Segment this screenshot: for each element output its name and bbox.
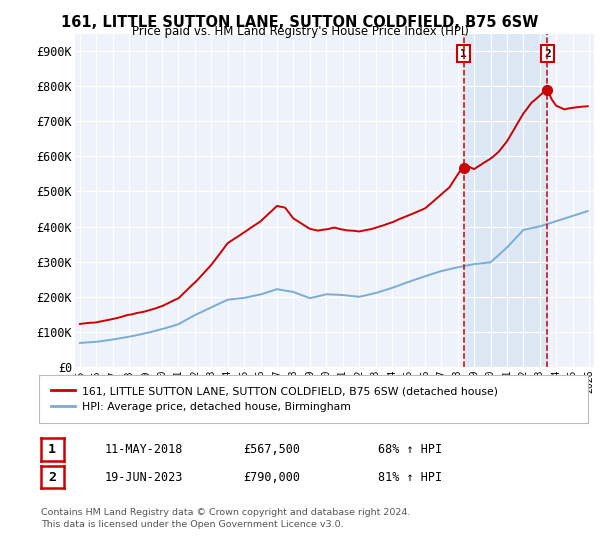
Text: 1: 1 <box>460 49 467 59</box>
Text: 2: 2 <box>544 49 551 59</box>
Text: Price paid vs. HM Land Registry's House Price Index (HPI): Price paid vs. HM Land Registry's House … <box>131 25 469 38</box>
Text: 2: 2 <box>48 470 56 484</box>
Text: Contains HM Land Registry data © Crown copyright and database right 2024.
This d: Contains HM Land Registry data © Crown c… <box>41 508 410 529</box>
Text: £567,500: £567,500 <box>243 443 300 456</box>
Text: 1: 1 <box>48 443 56 456</box>
Legend: 161, LITTLE SUTTON LANE, SUTTON COLDFIELD, B75 6SW (detached house), HPI: Averag: 161, LITTLE SUTTON LANE, SUTTON COLDFIEL… <box>47 382 502 416</box>
Text: £790,000: £790,000 <box>243 470 300 484</box>
Text: 161, LITTLE SUTTON LANE, SUTTON COLDFIELD, B75 6SW: 161, LITTLE SUTTON LANE, SUTTON COLDFIEL… <box>61 15 539 30</box>
Text: 11-MAY-2018: 11-MAY-2018 <box>105 443 184 456</box>
Text: 68% ↑ HPI: 68% ↑ HPI <box>378 443 442 456</box>
Text: 19-JUN-2023: 19-JUN-2023 <box>105 470 184 484</box>
Bar <box>464 34 547 367</box>
Text: 81% ↑ HPI: 81% ↑ HPI <box>378 470 442 484</box>
